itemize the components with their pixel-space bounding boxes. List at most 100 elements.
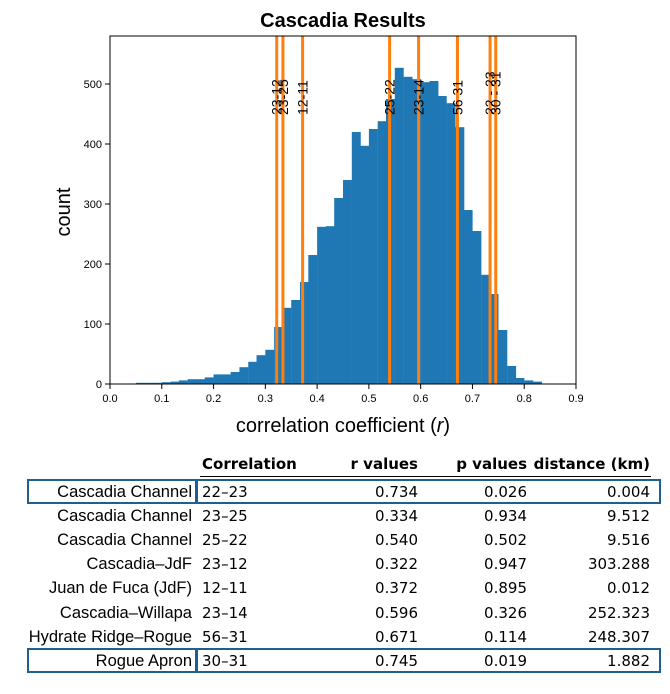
- histogram-bar-24: [343, 180, 352, 384]
- histogram-bar-0: [135, 382, 145, 384]
- table-row: Cascadia–Willapa 23–14 0.596 0.326 252.323: [0, 601, 670, 625]
- histogram-bar-40: [481, 274, 491, 384]
- x-tick-label-4: 0.4: [309, 393, 324, 405]
- x-tick-label-6: 0.6: [413, 393, 428, 405]
- x-tick-label-1: 0.1: [154, 393, 169, 405]
- row-correlation: 30–31: [202, 651, 248, 670]
- table-row: Rogue Apron 30–31 0.745 0.019 1.882: [0, 649, 670, 673]
- x-axis-ticks: 0.0 0.1 0.2 0.3 0.4 0.5 0.6 0.7 0.8 0.9: [102, 384, 584, 405]
- histogram-bar-9: [213, 374, 223, 384]
- histogram-bar-45: [524, 380, 534, 384]
- row-correlation: 25–22: [202, 531, 248, 550]
- table-row: Cascadia Channel 25–22 0.540 0.502 9.516: [0, 528, 670, 552]
- marker-label-0: 23-12: [269, 79, 285, 115]
- histogram-bar-11: [230, 372, 240, 384]
- histogram-bar-43: [507, 366, 517, 384]
- row-distance: 252.323: [587, 603, 650, 622]
- row-p-value: 0.326: [484, 603, 527, 622]
- row-name: Cascadia–JdF: [86, 555, 192, 574]
- row-name: Hydrate Ridge–Rogue: [28, 627, 192, 646]
- histogram-bar-42: [498, 330, 508, 384]
- table-row: Hydrate Ridge–Rogue 56–31 0.671 0.114 248.30…: [0, 625, 670, 649]
- row-correlation: 23–25: [202, 507, 248, 526]
- histogram-bar-30: [394, 67, 404, 385]
- row-p-value: 0.895: [484, 579, 527, 598]
- histogram-bar-36: [446, 103, 456, 384]
- row-p-value: 0.019: [484, 651, 527, 670]
- y-tick-label-1: 100: [84, 319, 102, 331]
- row-distance: 0.004: [607, 483, 650, 501]
- histogram-bar-37: [455, 127, 465, 384]
- marker-label-5: 56 31: [449, 80, 465, 115]
- row-p-value: 0.947: [484, 555, 527, 574]
- highlight-box-name: [27, 647, 197, 673]
- row-name: Juan de Fuca (JdF): [48, 579, 192, 598]
- histogram-bar-44: [515, 378, 525, 384]
- highlight-box-values: [196, 647, 661, 673]
- row-p-value: 0.934: [484, 507, 527, 526]
- histogram-bar-13: [248, 361, 258, 384]
- histogram-bar-7: [196, 379, 206, 384]
- table-row: Cascadia Channel 22–23 0.734 0.026 0.004: [0, 480, 670, 504]
- highlight-box-name: [27, 479, 197, 504]
- histogram-bar-32: [411, 79, 421, 384]
- header-correlation: Correlation: [202, 455, 297, 473]
- histogram-bar-18: [291, 300, 301, 384]
- marker-label-3: 25-22: [382, 79, 398, 115]
- marker-label-1: 23-25: [275, 79, 291, 115]
- row-name: Rogue Apron: [95, 651, 192, 670]
- marker-label-2: 12-11: [295, 80, 311, 115]
- row-correlation: 23–12: [202, 555, 248, 574]
- histogram-bar-26: [360, 145, 370, 384]
- row-r-value: 0.671: [375, 627, 418, 646]
- marker-label-4: 23-14: [411, 79, 427, 115]
- x-tick-label-5: 0.5: [361, 393, 376, 405]
- histogram-bar-2: [152, 382, 162, 384]
- y-tick-label-0: 0: [96, 379, 102, 391]
- row-distance: 303.288: [587, 555, 650, 574]
- table-row: Cascadia–JdF 23–12 0.322 0.947 303.288: [0, 552, 670, 576]
- histogram-bar-25: [351, 132, 361, 384]
- row-r-value: 0.334: [375, 507, 418, 526]
- row-r-value: 0.322: [375, 555, 418, 574]
- histogram-bar-41: [489, 294, 499, 384]
- y-tick-label-5: 500: [84, 79, 102, 91]
- histogram-bar-34: [429, 81, 439, 384]
- row-r-value: 0.372: [375, 579, 418, 598]
- histogram-bar-39: [472, 231, 482, 384]
- row-distance: 1.882: [607, 651, 650, 670]
- row-r-value: 0.734: [375, 483, 418, 501]
- histogram-bar-15: [265, 349, 275, 384]
- table-row: Cascadia Channel 23–25 0.334 0.934 9.512: [0, 504, 670, 528]
- table-header-row: Correlation r values p values distance (…: [0, 452, 670, 476]
- row-name: Cascadia Channel: [57, 531, 192, 550]
- plot-frame: [109, 35, 577, 385]
- histogram-bar-5: [178, 380, 188, 384]
- row-distance: 0.012: [607, 579, 650, 598]
- y-tick-label-4: 400: [84, 139, 102, 151]
- row-correlation: 23–14: [202, 603, 248, 622]
- histogram-bar-8: [204, 377, 214, 384]
- histogram-bar-19: [300, 282, 309, 384]
- histogram-bar-33: [420, 82, 430, 384]
- row-distance: 9.512: [607, 507, 650, 526]
- histogram-bar-16: [274, 327, 284, 384]
- histogram-bar-1: [144, 382, 154, 384]
- histogram-bar-4: [170, 381, 180, 384]
- x-tick-label-7: 0.7: [465, 393, 480, 405]
- row-correlation: 22–23: [202, 483, 248, 501]
- marker-label-6: 22 - 23: [482, 71, 498, 115]
- header-distance: distance (km): [533, 455, 650, 473]
- highlight-box-values: [196, 479, 661, 504]
- table-row: Juan de Fuca (JdF) 12–11 0.372 0.895 0.012: [0, 576, 670, 600]
- row-name: Cascadia Channel: [57, 507, 192, 526]
- histogram-bar-10: [222, 374, 232, 384]
- histogram-bars: [135, 67, 542, 385]
- header-r-values: r values: [350, 455, 418, 473]
- row-name: Cascadia–Willapa: [59, 603, 192, 622]
- chart-title: Cascadia Results: [260, 10, 426, 32]
- histogram-bar-46: [533, 381, 542, 384]
- histogram-bar-14: [256, 355, 266, 384]
- histogram-bar-23: [334, 198, 344, 384]
